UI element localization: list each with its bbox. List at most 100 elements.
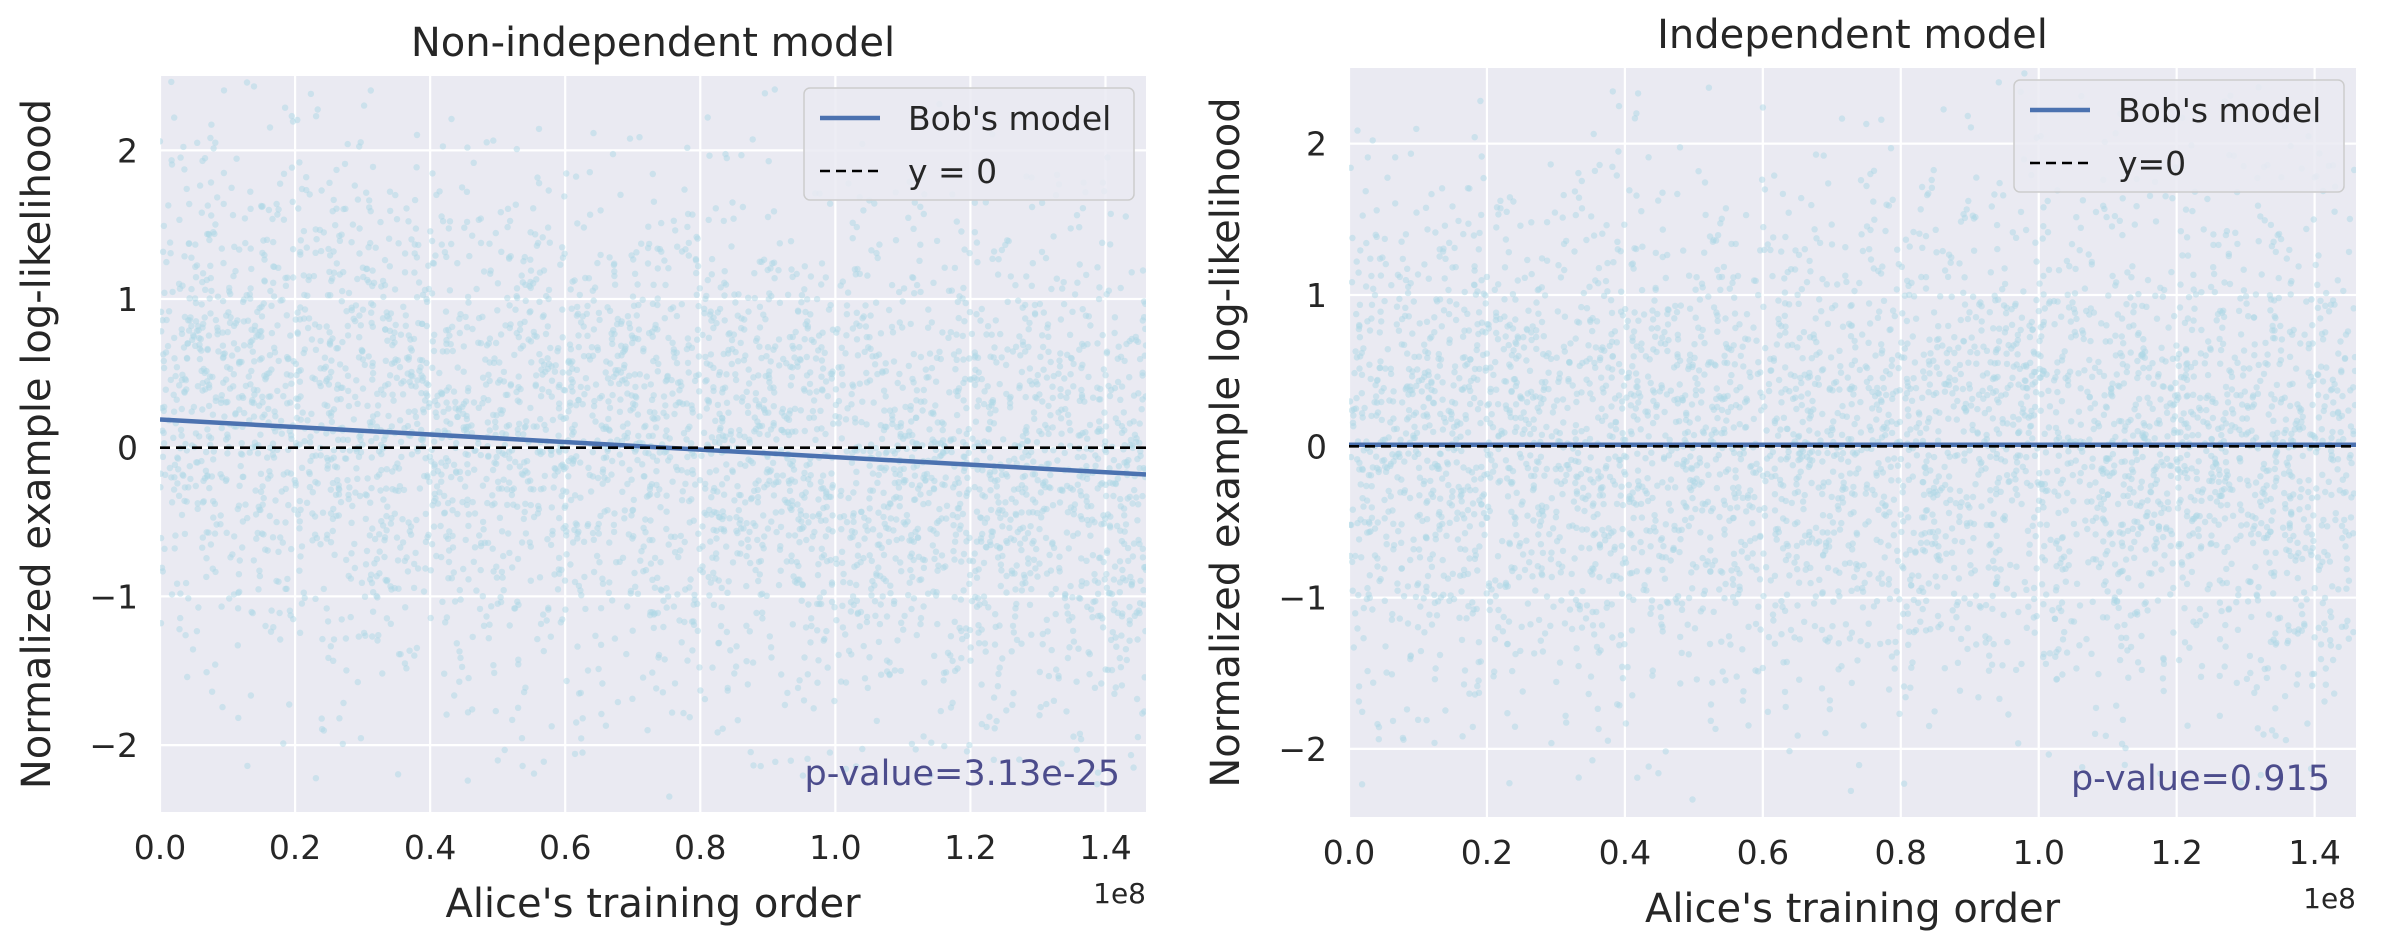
scatter-point: [1024, 555, 1032, 562]
scatter-point: [527, 543, 534, 550]
scatter-point: [631, 270, 639, 277]
scatter-point: [1426, 422, 1433, 429]
scatter-point: [701, 695, 709, 703]
scatter-point: [449, 507, 456, 514]
scatter-point: [247, 692, 255, 699]
scatter-point: [280, 471, 287, 478]
scatter-point: [392, 191, 399, 199]
scatter-point: [649, 669, 656, 676]
scatter-point: [1030, 458, 1037, 465]
scatter-point: [207, 134, 214, 142]
scatter-point: [663, 492, 670, 499]
scatter-point: [1039, 508, 1046, 515]
scatter-point: [163, 258, 170, 266]
scatter-point: [304, 417, 311, 424]
scatter-point: [357, 735, 365, 742]
scatter-point: [1936, 370, 1943, 377]
scatter-point: [984, 323, 992, 330]
scatter-point: [1004, 346, 1011, 353]
scatter-point: [1005, 457, 1013, 465]
scatter-point: [479, 374, 487, 381]
scatter-point: [871, 598, 879, 605]
scatter-point: [870, 399, 877, 406]
scatter-point: [2351, 353, 2356, 361]
scatter-point: [1018, 640, 1025, 647]
scatter-point: [1923, 539, 1931, 546]
scatter-point: [1778, 399, 1785, 406]
scatter-point: [369, 525, 376, 532]
scatter-point: [1623, 323, 1630, 331]
scatter-point: [411, 560, 418, 568]
scatter-point: [397, 438, 405, 445]
scatter-point: [2023, 586, 2030, 593]
scatter-point: [1133, 435, 1140, 442]
scatter-point: [902, 432, 909, 440]
scatter-point: [469, 325, 476, 333]
scatter-point: [938, 552, 946, 559]
scatter-point: [2314, 554, 2322, 561]
scatter-point: [868, 592, 875, 599]
scatter-point: [279, 539, 286, 546]
scatter-point: [743, 388, 750, 395]
scatter-point: [1414, 366, 1421, 373]
scatter-point: [1378, 416, 1386, 424]
scatter-point: [829, 368, 836, 375]
scatter-point: [766, 374, 773, 382]
scatter-point: [433, 552, 440, 560]
scatter-point: [876, 532, 883, 539]
scatter-point: [816, 600, 823, 608]
scatter-point: [221, 413, 228, 420]
scatter-point: [961, 453, 968, 461]
scatter-point: [544, 323, 551, 330]
scatter-point: [567, 496, 575, 504]
scatter-point: [250, 557, 257, 564]
scatter-point: [2313, 485, 2320, 492]
scatter-point: [1007, 516, 1014, 523]
scatter-point: [653, 481, 660, 489]
scatter-point: [555, 432, 562, 439]
scatter-point: [267, 393, 274, 400]
scatter-point: [800, 524, 807, 531]
scatter-point: [2015, 608, 2022, 616]
scatter-point: [366, 532, 373, 539]
scatter-point: [575, 397, 582, 404]
scatter-point: [683, 436, 690, 443]
scatter-point: [657, 559, 664, 566]
scatter-point: [624, 429, 632, 437]
scatter-point: [348, 519, 355, 526]
scatter-point: [193, 262, 201, 269]
y-tick-label: 0: [117, 429, 138, 468]
scatter-point: [512, 306, 519, 313]
scatter-point: [479, 400, 486, 407]
scatter-point: [405, 356, 412, 363]
scatter-point: [1414, 624, 1422, 631]
scatter-point: [998, 354, 1005, 361]
scatter-point: [1830, 529, 1838, 536]
scatter-point: [584, 667, 592, 674]
scatter-point: [1112, 684, 1120, 691]
scatter-point: [240, 342, 248, 349]
scatter-point: [685, 369, 692, 376]
scatter-point: [214, 293, 222, 300]
scatter-point: [903, 511, 911, 519]
scatter-point: [573, 402, 580, 409]
scatter-point: [984, 383, 991, 390]
scatter-point: [757, 762, 764, 770]
scatter-point: [367, 87, 374, 94]
scatter-point: [342, 635, 350, 642]
scatter-point: [515, 656, 522, 663]
scatter-point: [318, 715, 325, 722]
scatter-point: [694, 627, 701, 634]
scatter-point: [1764, 241, 1772, 248]
scatter-point: [1094, 455, 1102, 462]
scatter-point: [710, 601, 718, 608]
scatter-point: [561, 504, 568, 511]
scatter-point: [2240, 287, 2248, 294]
scatter-point: [539, 386, 546, 393]
scatter-point: [251, 358, 258, 365]
scatter-point: [199, 406, 206, 413]
scatter-point: [1695, 168, 1702, 175]
scatter-point: [788, 558, 795, 565]
scatter-point: [310, 272, 318, 280]
scatter-point: [677, 532, 684, 540]
